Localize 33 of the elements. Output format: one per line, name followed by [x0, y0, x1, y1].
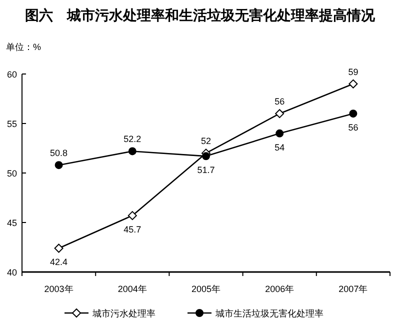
point [275, 109, 284, 118]
y-tick-label: 40 [6, 268, 17, 278]
point [348, 79, 358, 88]
label: 56 [274, 96, 285, 107]
x-tick-label: 2006年 [265, 284, 294, 294]
point [276, 129, 284, 138]
label: 50.8 [50, 148, 68, 158]
x-tick-label: 2007年 [338, 284, 368, 294]
label: 56 [348, 122, 358, 133]
point [202, 152, 210, 160]
point [54, 244, 64, 253]
title: 图六 城市污水处理率和生活垃圾无害化处理率提高情况 [25, 7, 375, 23]
y-tick-label: 45 [6, 218, 17, 228]
label: 52.2 [124, 134, 142, 144]
y-tick-label: 60 [6, 70, 17, 80]
label: 52 [201, 136, 211, 146]
point [349, 110, 358, 118]
y-tick-label: 55 [6, 119, 17, 129]
x-tick-label: 2005年 [191, 284, 221, 294]
legend-text: 城市污水处理率 [92, 308, 156, 318]
point [128, 211, 137, 220]
label: 54 [274, 142, 285, 152]
label: 51.7 [197, 165, 215, 176]
legend-text: 城市生活垃圾无害化处理率 [216, 308, 324, 318]
y-tick-label: 50 [6, 168, 17, 178]
subtitle: 单位：% [6, 42, 42, 52]
point [54, 161, 63, 170]
label: 42.4 [50, 257, 68, 268]
point [128, 147, 136, 156]
x-tick-label: 2003年 [44, 284, 74, 294]
label: 59 [348, 66, 358, 77]
x-tick-label: 2004年 [118, 284, 147, 294]
label: 45.7 [124, 224, 142, 235]
